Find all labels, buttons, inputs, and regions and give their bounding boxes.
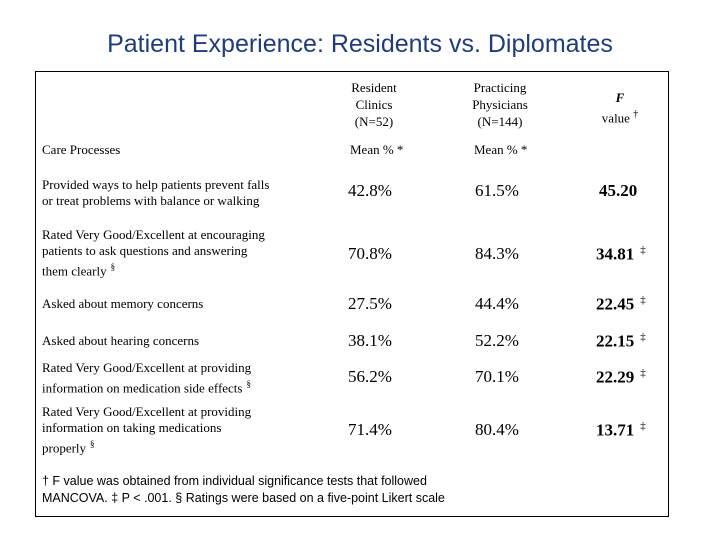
- row-1-line-2: or treat problems with balance or walkin…: [42, 193, 260, 208]
- table-frame: [35, 71, 669, 517]
- row-6-line-3: properly: [42, 440, 87, 456]
- header-resident-clinics: Resident Clinics (N=52): [330, 79, 418, 130]
- row-5-f-value: 22.29 ‡: [596, 367, 646, 388]
- row-1-line-1: Provided ways to help patients prevent f…: [42, 177, 270, 192]
- row-1-f-number: 45.20: [599, 181, 638, 200]
- row-5-line-1: Rated Very Good/Excellent at providing: [42, 360, 252, 375]
- row-2-f-value: 34.81 ‡: [596, 244, 646, 265]
- row-4-double-dagger: ‡: [640, 331, 646, 343]
- row-2-resident-value: 70.8%: [348, 244, 392, 263]
- row-3-f-value: 22.45 ‡: [596, 294, 646, 315]
- care-process-row-6: Rated Very Good/Excellent at providing i…: [42, 404, 312, 456]
- footnote: † F value was obtained from individual s…: [42, 473, 562, 507]
- header-f-letter: F: [615, 90, 625, 105]
- row-3-resident-value: 27.5%: [348, 294, 392, 313]
- row-4-f-number: 22.15: [596, 331, 635, 351]
- footnote-line-2: MANCOVA. ‡ P < .001. § Ratings were base…: [42, 491, 445, 505]
- header-resident-line3: (N=52): [354, 114, 394, 129]
- care-process-row-5: Rated Very Good/Excellent at providing i…: [42, 360, 312, 396]
- row-3-f-number: 22.45: [596, 294, 635, 314]
- row-6-f-number: 13.71: [596, 420, 635, 440]
- row-2-f-number: 34.81: [596, 244, 635, 264]
- row-2-section-mark: §: [110, 262, 116, 272]
- row-5-practicing-value: 70.1%: [475, 367, 519, 386]
- care-process-row-2: Rated Very Good/Excellent at encouraging…: [42, 227, 312, 279]
- row-6-section-mark: §: [90, 439, 95, 449]
- header-resident-line2: Clinics: [355, 97, 393, 112]
- row-1-f-value: 45.20: [599, 181, 637, 201]
- row-2-double-dagger: ‡: [640, 244, 646, 256]
- header-practicing-physicians: Practicing Physicians (N=144): [452, 79, 548, 130]
- row-6-line-2: information on taking medications: [42, 420, 222, 435]
- care-process-row-3: Asked about memory concerns: [42, 296, 312, 312]
- row-2-line-2: patients to ask questions and answering: [42, 243, 248, 258]
- row-5-f-number: 22.29: [596, 367, 635, 387]
- page-title: Patient Experience: Residents vs. Diplom…: [107, 30, 613, 58]
- row-1-resident-value: 42.8%: [348, 181, 392, 200]
- row-6-resident-value: 71.4%: [348, 420, 392, 439]
- row-5-section-mark: §: [246, 379, 251, 389]
- row-3-practicing-value: 44.4%: [475, 294, 519, 313]
- header-practicing-line2: Physicians: [472, 97, 528, 112]
- header-f-value: F value †: [580, 89, 660, 126]
- header-practicing-line1: Practicing: [473, 80, 527, 95]
- header-resident-line1: Resident: [351, 80, 397, 95]
- row-3-line-1: Asked about memory concerns: [42, 296, 204, 311]
- row-4-resident-value: 38.1%: [348, 331, 392, 350]
- care-process-row-1: Provided ways to help patients prevent f…: [42, 177, 312, 209]
- row-2-line-1: Rated Very Good/Excellent at encouraging: [42, 227, 265, 242]
- row-5-resident-value: 56.2%: [348, 367, 392, 386]
- row-5-line-2: information on medication side effects: [42, 380, 243, 396]
- row-3-double-dagger: ‡: [640, 294, 646, 306]
- row-2-line-3: them clearly: [42, 263, 107, 279]
- row-1-practicing-value: 61.5%: [475, 181, 519, 200]
- row-4-practicing-value: 52.2%: [475, 331, 519, 350]
- header-f-value-label: value: [601, 110, 630, 126]
- row-6-practicing-value: 80.4%: [475, 420, 519, 439]
- header-dagger: †: [633, 109, 639, 120]
- row-5-double-dagger: ‡: [640, 367, 646, 379]
- header-practicing-line3: (N=144): [477, 114, 523, 129]
- mean-label-practicing: Mean % *: [474, 142, 528, 157]
- row-4-f-value: 22.15 ‡: [596, 331, 646, 352]
- footnote-line-1: † F value was obtained from individual s…: [42, 474, 427, 488]
- row-4-line-1: Asked about hearing concerns: [42, 333, 200, 348]
- row-6-double-dagger: ‡: [640, 420, 646, 432]
- care-processes-label: Care Processes: [42, 142, 121, 157]
- care-process-row-4: Asked about hearing concerns: [42, 333, 312, 349]
- row-6-line-1: Rated Very Good/Excellent at providing: [42, 404, 252, 419]
- mean-label-resident: Mean % *: [350, 142, 404, 157]
- row-6-f-value: 13.71 ‡: [596, 420, 646, 441]
- row-2-practicing-value: 84.3%: [475, 244, 519, 263]
